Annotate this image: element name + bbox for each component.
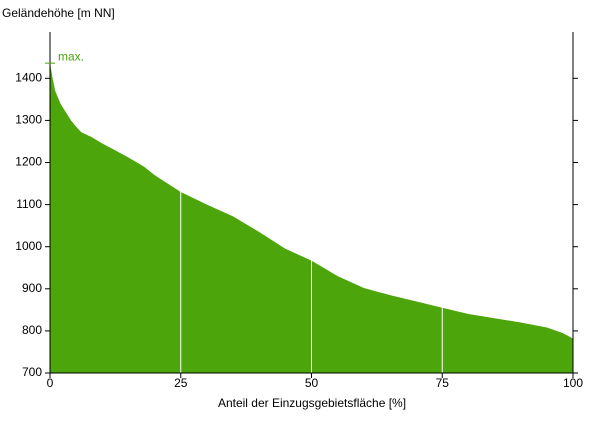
x-tick-label: 75 <box>436 376 450 390</box>
x-tick-label: 25 <box>174 376 188 390</box>
y-tick-label: 1000 <box>15 239 42 253</box>
y-tick-label: 1200 <box>15 155 42 169</box>
y-tick-label: 800 <box>22 323 42 337</box>
x-axis-label: Anteil der Einzugsgebietsfläche [%] <box>218 396 406 410</box>
y-tick-label: 1100 <box>16 197 42 211</box>
x-tick-label: 100 <box>563 376 583 390</box>
annotation: max. <box>58 49 84 63</box>
y-tick-label: 700 <box>22 365 42 379</box>
y-tick-label: 1300 <box>15 113 42 127</box>
y-tick-label: 1400 <box>15 70 42 84</box>
x-tick-label: 50 <box>305 376 319 390</box>
y-axis-label: Geländehöhe [m NN] <box>2 6 115 20</box>
x-tick-label: 0 <box>47 376 54 390</box>
y-tick-label: 900 <box>22 281 42 295</box>
